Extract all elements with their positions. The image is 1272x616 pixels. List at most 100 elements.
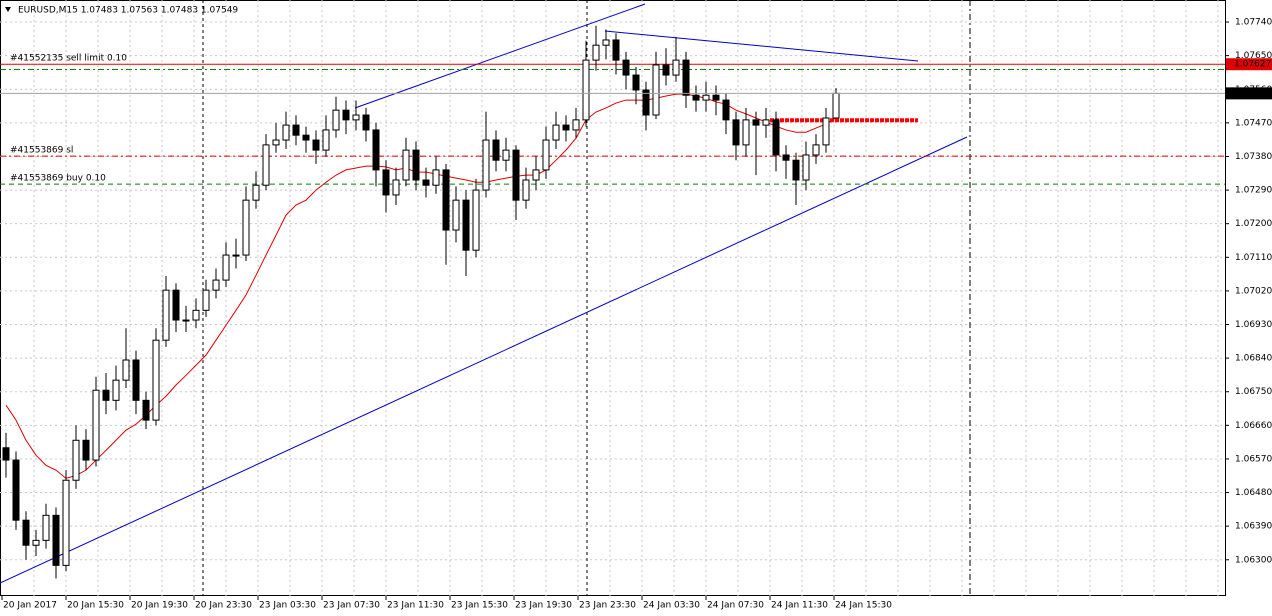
candle-body — [552, 124, 560, 141]
price-tag-label: 1.07627 — [1234, 60, 1271, 70]
candle-body — [142, 399, 150, 421]
candle-body — [252, 184, 260, 201]
candle-body — [202, 289, 210, 311]
y-tick-label: 1.07740 — [1235, 18, 1272, 28]
candle-body — [562, 124, 570, 131]
y-tick-label: 1.06570 — [1235, 454, 1272, 464]
trend-line — [604, 30, 919, 62]
y-tick-label: 1.07650 — [1235, 51, 1272, 61]
candle-body — [282, 124, 290, 141]
candle-body — [672, 59, 680, 76]
y-tick-label: 1.07110 — [1235, 253, 1272, 263]
candle-body — [462, 199, 470, 251]
candle-body — [602, 39, 610, 46]
candle-body — [122, 359, 130, 381]
candle-body — [42, 514, 50, 541]
y-tick-label: 1.07470 — [1235, 118, 1272, 128]
candle-body — [682, 59, 690, 96]
candle-body — [412, 149, 420, 181]
chart-title: EURUSD,M15 1.07483 1.07563 1.07483 1.075… — [18, 6, 238, 16]
x-tick-label: 20 Jan 15:30 — [67, 601, 124, 611]
y-tick-label: 1.06840 — [1235, 354, 1272, 364]
candle-body — [422, 179, 430, 186]
y-tick-label: 1.06300 — [1235, 555, 1272, 565]
price-tag-label: 1.07549 — [1234, 89, 1271, 99]
candle-body — [642, 89, 650, 116]
candle-body — [482, 139, 490, 191]
candle-body — [262, 144, 270, 186]
candle-body — [772, 119, 780, 156]
candle-body — [432, 169, 440, 186]
y-tick-label: 1.07020 — [1235, 286, 1272, 296]
candle-body — [452, 199, 460, 231]
candle-body — [832, 92, 840, 119]
candle-body — [132, 359, 140, 401]
candle-body — [542, 139, 550, 171]
candle-body — [492, 139, 500, 161]
candle-body — [12, 459, 20, 521]
candle-body — [22, 519, 30, 546]
candle-body — [782, 154, 790, 161]
candle-body — [702, 94, 710, 101]
candle-body — [162, 289, 170, 341]
y-tick-label: 1.06750 — [1235, 387, 1272, 397]
candle-body — [662, 64, 670, 76]
candle-body — [792, 159, 800, 181]
candle-body — [352, 114, 360, 121]
y-tick-label: 1.07290 — [1235, 186, 1272, 196]
candle-body — [382, 169, 390, 196]
candle-body — [272, 139, 280, 146]
order-label: #41553869 buy 0.10 — [10, 174, 106, 184]
candle-body — [802, 154, 810, 181]
candle-body — [582, 59, 590, 121]
candle-body — [62, 479, 70, 566]
candle-body — [592, 44, 600, 61]
candle-body — [742, 119, 750, 146]
candle-body — [392, 179, 400, 196]
x-tick-label: 23 Jan 15:30 — [451, 601, 508, 611]
x-tick-label: 23 Jan 11:30 — [387, 601, 444, 611]
candle-body — [362, 114, 370, 131]
candle-body — [812, 144, 820, 156]
candle-body — [302, 134, 310, 141]
candle-body — [32, 539, 40, 546]
candle-body — [732, 119, 740, 146]
y-tick-label: 1.07200 — [1235, 219, 1272, 229]
candle-body — [502, 149, 510, 161]
price-tag — [1226, 58, 1272, 71]
grid — [0, 0, 1225, 596]
candle-body — [722, 99, 730, 121]
candle-body — [712, 94, 720, 101]
candle-body — [2, 447, 10, 461]
y-tick-label: 1.07380 — [1235, 152, 1272, 162]
candle-body — [82, 439, 90, 461]
title-arrow — [5, 7, 11, 12]
order-label: #41553869 sl — [10, 146, 73, 156]
x-tick-label: 20 Jan 23:30 — [195, 601, 252, 611]
y-tick-label: 1.06480 — [1235, 488, 1272, 498]
x-tick-label: 24 Jan 03:30 — [643, 601, 700, 611]
candle-body — [292, 124, 300, 136]
x-tick-label: 20 Jan 19:30 — [131, 601, 188, 611]
candle-body — [762, 119, 770, 126]
candle-body — [572, 119, 580, 131]
candle-body — [312, 139, 320, 151]
candle-body — [332, 109, 340, 131]
candle-body — [152, 339, 160, 421]
x-tick-label: 24 Jan 11:30 — [771, 601, 828, 611]
order-label: #41552135 sell limit 0.10 — [10, 54, 127, 64]
x-tick-label: 24 Jan 15:30 — [835, 601, 892, 611]
candle-body — [172, 289, 180, 321]
price-tag — [1226, 87, 1272, 100]
y-tick-label: 1.06930 — [1235, 320, 1272, 330]
candle-body — [402, 149, 410, 181]
candle-body — [372, 129, 380, 171]
x-tick-label: 23 Jan 03:30 — [259, 601, 316, 611]
candle-body — [112, 379, 120, 401]
x-tick-label: 24 Jan 07:30 — [707, 601, 764, 611]
candle-body — [752, 119, 760, 126]
candle-body — [692, 94, 700, 101]
candle-body — [242, 199, 250, 256]
